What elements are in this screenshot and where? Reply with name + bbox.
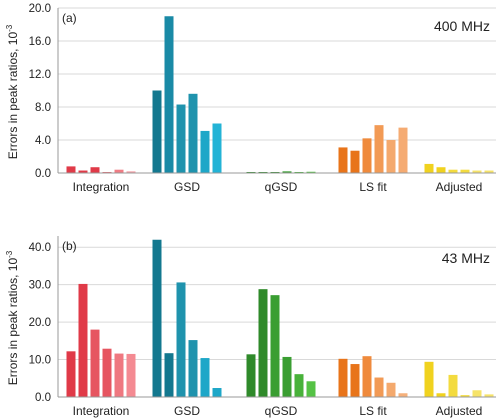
panel-a-category-label: Integration [73, 180, 130, 194]
panel-a-category-label: qGSD [265, 180, 298, 194]
panel-a-bar [188, 93, 198, 173]
panel-b-category-label: LS fit [359, 404, 387, 418]
panel-b-y-tick-label: 20.0 [29, 317, 51, 329]
panel-a-y-tick-label: 0.0 [35, 168, 51, 180]
panel-b-y-axis-title-exponent: -3 [5, 250, 14, 258]
panel-b-bar [294, 374, 304, 397]
panel-a-bar [386, 140, 396, 173]
panel-a-bar [164, 16, 174, 173]
panel-b-bar [282, 356, 292, 397]
panel-b-y-tick-labels: 0.0 10.0 20.0 30.0 40.0 [29, 242, 51, 404]
panel-a-category-label: GSD [174, 180, 200, 194]
panel-b-bar [258, 289, 268, 397]
panel-a-gridlines [58, 7, 496, 141]
panel-a-bar [374, 125, 384, 173]
panel-a-bar [484, 170, 494, 173]
panel-b-bar [66, 351, 76, 397]
panel-a-bar [472, 170, 482, 173]
panel-a-bar [362, 138, 372, 173]
panel-a-y-tick-labels: 0.0 4.0 8.0 12.0 16.0 20.0 [29, 3, 51, 180]
panel-a-bar [212, 123, 222, 173]
panel-b-y-axis-title-text: Errors in peak ratios, 10 [6, 258, 20, 386]
panel-b-bar [472, 390, 482, 397]
panel-a-bar [78, 170, 88, 173]
panel-b-bar [176, 282, 186, 397]
panel-b-y-tick-label: 0.0 [35, 392, 51, 404]
panel-a-y-tick-label: 16.0 [29, 36, 51, 48]
panel-b-bar [306, 381, 316, 397]
panel-b-bar [90, 329, 100, 397]
panel-b-category-label: Adjusted [436, 404, 483, 418]
panel-b-bar [78, 283, 88, 397]
panel-a-bar [338, 147, 348, 173]
panel-b-y-axis-title: Errors in peak ratios, 10-3 [5, 250, 20, 385]
panel-b-bar [398, 393, 408, 397]
panel-b: 0.0 10.0 20.0 30.0 40.0 Integration GSD qGSD LS… [5, 236, 496, 418]
panel-a-y-tick-label: 20.0 [29, 3, 51, 15]
panel-a-category-label: LS fit [359, 180, 387, 194]
panel-b-bar [212, 388, 222, 397]
panel-b-label: (b) [62, 239, 77, 253]
panel-a-annotation: 400 MHz [434, 18, 490, 34]
panel-b-bar [246, 354, 256, 397]
panel-b-bar [102, 348, 112, 397]
panel-a-bar [282, 171, 292, 173]
panel-b-bar [362, 356, 372, 397]
panel-b-bar [448, 374, 458, 397]
panel-a-bar [114, 169, 124, 173]
panel-a-bar [436, 167, 446, 173]
panel-b-bar [350, 364, 360, 397]
panel-b-bar [164, 353, 174, 397]
panel-a-bar [66, 166, 76, 173]
panel-a-bar [306, 171, 316, 173]
panel-b-bar [374, 377, 384, 397]
panel-a-bar [460, 169, 470, 173]
panel-b-bar [338, 358, 348, 397]
panel-a-bar [176, 104, 186, 173]
panel-b-y-tick-label: 40.0 [29, 242, 51, 254]
panel-a-y-tick-label: 8.0 [35, 102, 51, 114]
panel-b-bar [200, 358, 210, 397]
panel-a-bar [350, 150, 360, 173]
panel-b-bar [484, 394, 494, 397]
panel-a-category-labels: Integration GSD qGSD LS fit Adjusted [73, 180, 483, 194]
panel-a-y-axis-title-text: Errors in peak ratios, 10 [6, 32, 20, 160]
panel-b-bars [66, 239, 494, 397]
panel-b-bar [460, 395, 470, 397]
panel-a-y-tick-label: 12.0 [29, 69, 51, 81]
panel-b-y-tick-label: 30.0 [29, 280, 51, 292]
panel-a-y-axis-title: Errors in peak ratios, 10-3 [5, 24, 20, 159]
panel-b-bar [114, 353, 124, 397]
panel-b-bar [152, 239, 162, 397]
panel-a-bar [398, 127, 408, 173]
panel-a-label: (a) [62, 11, 77, 25]
panel-a-y-tick-label: 4.0 [35, 135, 51, 147]
panel-b-bar [126, 353, 136, 397]
panel-b-category-labels: Integration GSD qGSD LS fit Adjusted [73, 404, 483, 418]
panel-b-bar [270, 295, 280, 397]
panel-b-bar [386, 382, 396, 397]
panel-b-bar [436, 393, 446, 397]
panel-b-category-label: Integration [73, 404, 130, 418]
panel-a-bars [66, 16, 494, 173]
panel-a-category-label: Adjusted [436, 180, 483, 194]
panel-a-bar [90, 167, 100, 173]
panel-a-bar [448, 169, 458, 173]
panel-b-annotation: 43 MHz [442, 250, 490, 266]
panel-b-category-label: GSD [174, 404, 200, 418]
panel-a-bar [200, 130, 210, 173]
panel-a-y-axis-title-exponent: -3 [5, 24, 14, 32]
panel-b-category-label: qGSD [265, 404, 298, 418]
panel-a: 0.0 4.0 8.0 12.0 16.0 20.0 Integration GSD qGSD… [5, 3, 496, 194]
panel-b-y-tick-label: 10.0 [29, 355, 51, 367]
panel-a-bar [152, 90, 162, 173]
panel-b-bar [424, 361, 434, 397]
panel-a-bar [424, 163, 434, 173]
panel-a-bar [126, 171, 136, 173]
panel-b-bar [188, 340, 198, 397]
